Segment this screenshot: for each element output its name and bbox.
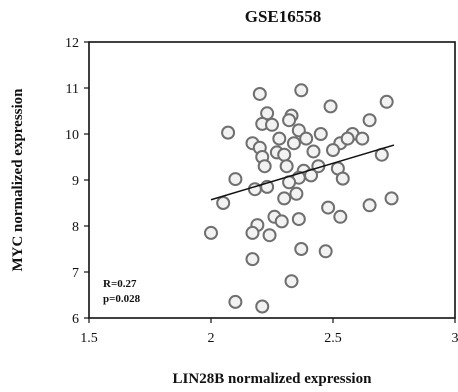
data-point <box>313 127 328 141</box>
y-axis-label: MYC normalized expression <box>10 88 26 272</box>
data-point <box>384 191 399 206</box>
stat-p: p=0.028 <box>103 293 141 305</box>
data-point <box>245 252 260 267</box>
data-point <box>362 113 377 128</box>
data-point <box>274 214 289 229</box>
data-point <box>277 147 292 162</box>
data-point <box>379 94 394 109</box>
data-point <box>216 196 231 210</box>
tick-group: 1.5 2 2.5 3 6 7 8 9 10 11 12 <box>65 36 458 346</box>
data-point <box>204 225 218 240</box>
data-point <box>294 242 309 256</box>
data-point <box>228 294 243 309</box>
data-point <box>318 244 333 259</box>
data-point <box>291 212 306 227</box>
data-point <box>279 159 294 174</box>
data-point <box>221 125 236 140</box>
y-tick-label: 6 <box>72 312 79 327</box>
y-tick-label: 12 <box>65 36 79 51</box>
stat-r: R=0.27 <box>103 278 137 290</box>
chart-title: GSE16558 <box>245 7 322 26</box>
y-tick-label: 10 <box>65 128 79 143</box>
data-point <box>326 143 340 158</box>
data-point <box>333 209 348 224</box>
y-tick-label: 8 <box>72 220 79 235</box>
data-point <box>282 113 297 128</box>
data-point <box>362 198 377 213</box>
x-tick-label: 3 <box>452 331 458 346</box>
data-point <box>335 171 350 186</box>
data-point <box>294 83 309 98</box>
x-axis-label: LIN28B normalized expression <box>173 371 373 387</box>
data-point <box>286 136 301 151</box>
x-tick-label: 2.5 <box>324 331 342 346</box>
data-point <box>272 131 287 146</box>
x-tick-label: 1.5 <box>80 331 98 346</box>
data-point <box>265 117 279 132</box>
points-group <box>204 83 399 314</box>
data-point <box>306 144 321 159</box>
y-tick-label: 11 <box>66 82 79 97</box>
data-point <box>257 159 272 174</box>
data-point <box>262 228 277 243</box>
data-point <box>255 299 270 314</box>
y-tick-label: 9 <box>72 174 79 189</box>
data-point <box>321 200 336 215</box>
x-tick-label: 2 <box>208 331 215 346</box>
data-point <box>245 225 260 240</box>
plot-frame <box>88 41 456 319</box>
data-point <box>299 131 314 146</box>
data-point <box>284 274 299 289</box>
data-point <box>277 191 292 206</box>
data-point <box>323 99 338 114</box>
data-point <box>289 186 304 201</box>
data-point <box>340 131 355 146</box>
data-point <box>228 172 243 187</box>
data-point <box>355 131 370 146</box>
data-point <box>252 86 267 101</box>
y-tick-label: 7 <box>72 266 79 281</box>
trendline <box>210 144 395 201</box>
